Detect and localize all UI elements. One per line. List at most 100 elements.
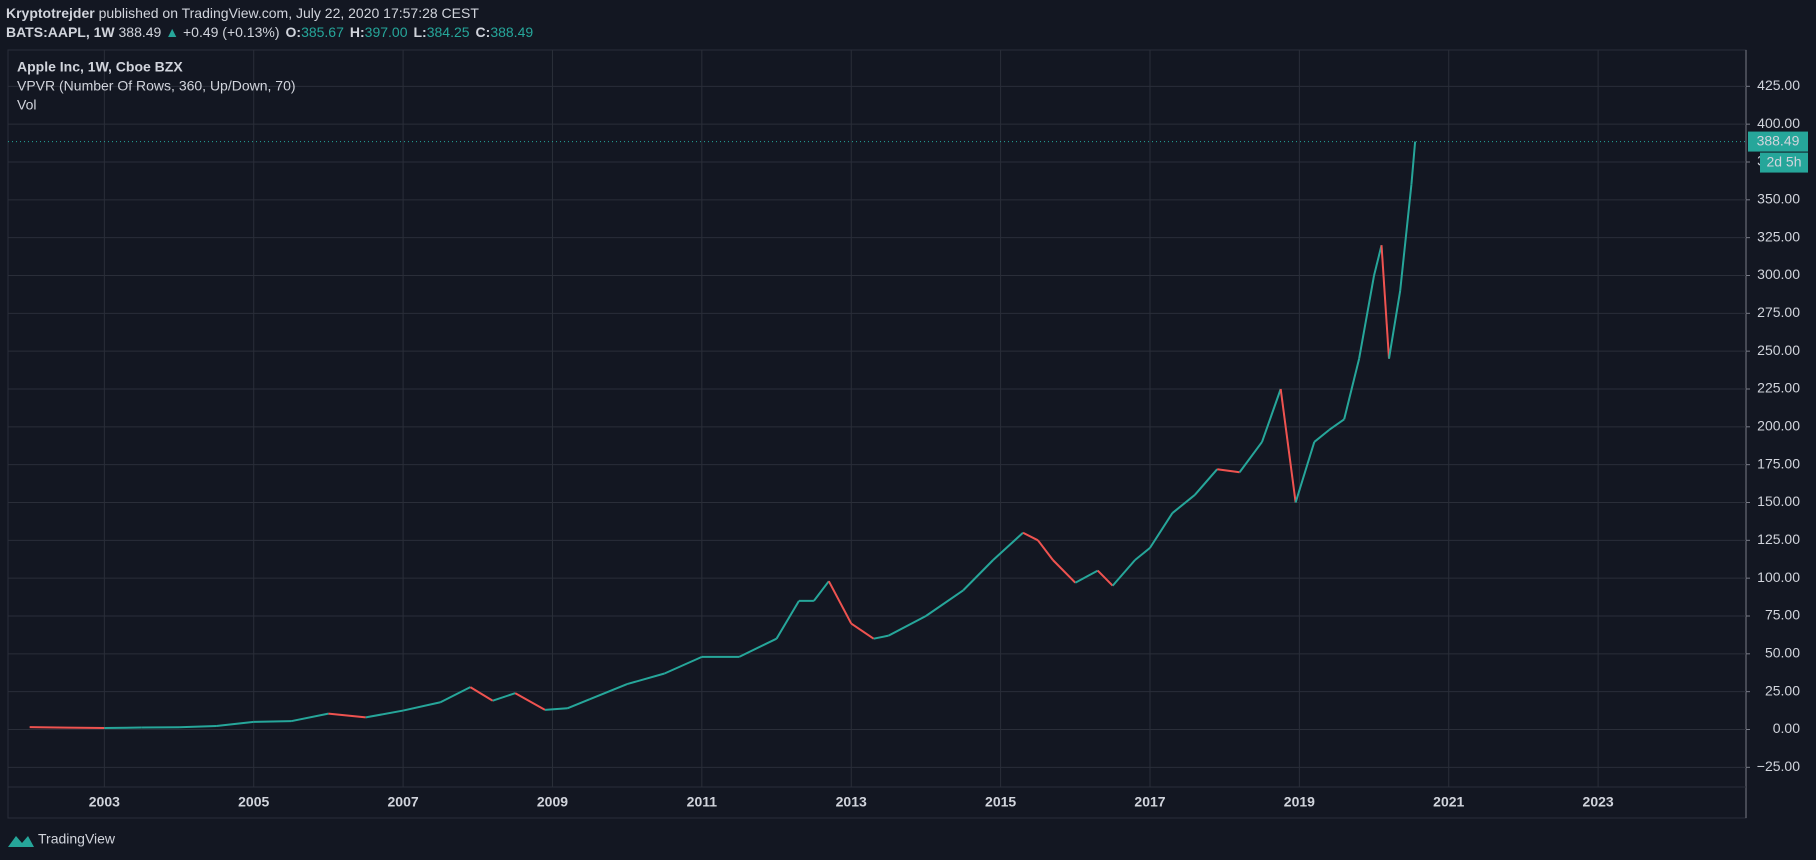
y-tick-label: 250.00 bbox=[1757, 342, 1800, 358]
y-tick-label: 400.00 bbox=[1757, 115, 1800, 131]
price-segment bbox=[179, 725, 217, 729]
y-tick-label: 100.00 bbox=[1757, 569, 1800, 585]
ohlc: O:385.67 H:397.00 L:384.25 C:388.49 bbox=[286, 24, 534, 40]
price-segment bbox=[1399, 184, 1413, 291]
plot bbox=[8, 141, 1746, 729]
x-tick-label: 2019 bbox=[1284, 794, 1315, 810]
price-segment bbox=[439, 686, 471, 704]
price-segment bbox=[1328, 418, 1345, 431]
price-segment bbox=[992, 532, 1024, 561]
price-segment bbox=[1022, 531, 1039, 542]
price-segment bbox=[1313, 429, 1330, 443]
price-segment bbox=[290, 712, 329, 723]
x-tick-label: 2021 bbox=[1433, 794, 1464, 810]
change: +0.49 (+0.13%) bbox=[183, 24, 280, 40]
ohlc-value: 388.49 bbox=[490, 24, 533, 40]
y-tick-label: 150.00 bbox=[1757, 493, 1800, 509]
ohlc-label: H: bbox=[350, 24, 365, 40]
y-tick-label: 350.00 bbox=[1757, 191, 1800, 207]
price-segment bbox=[813, 580, 830, 602]
ohlc-label: O: bbox=[286, 24, 302, 40]
price-segment bbox=[738, 637, 777, 658]
last-price-box bbox=[1748, 131, 1808, 152]
last: 388.49 bbox=[119, 24, 162, 40]
x-tick-label: 2013 bbox=[836, 794, 867, 810]
ohlc-value: 397.00 bbox=[365, 24, 408, 40]
price-segment bbox=[775, 600, 800, 640]
price-segment bbox=[850, 622, 875, 640]
x-tick-label: 2007 bbox=[388, 794, 419, 810]
y-tick-label: 300.00 bbox=[1757, 266, 1800, 282]
x-tick-label: 2005 bbox=[238, 794, 269, 810]
y-tick-label: 125.00 bbox=[1757, 531, 1800, 547]
price-segment bbox=[1380, 245, 1390, 359]
price-segment bbox=[1238, 441, 1263, 473]
legend-title: Apple Inc, 1W, Cboe BZX bbox=[17, 59, 183, 75]
price-segment bbox=[589, 683, 628, 701]
price-segment bbox=[1294, 441, 1316, 503]
ohlc-value: 385.67 bbox=[301, 24, 344, 40]
price-segment bbox=[216, 720, 254, 728]
price-segment bbox=[827, 580, 853, 625]
price-segment bbox=[253, 720, 292, 723]
x-tick-label: 2011 bbox=[687, 794, 718, 810]
y-tick-label: 50.00 bbox=[1765, 645, 1800, 661]
y-tick-label: 25.00 bbox=[1765, 682, 1800, 698]
ohlc-label: L: bbox=[414, 24, 427, 40]
price-segment bbox=[925, 589, 964, 617]
y-tick-label: 425.00 bbox=[1757, 77, 1800, 93]
price-segment bbox=[1194, 468, 1218, 496]
price-segment bbox=[1037, 539, 1054, 561]
price-segment bbox=[544, 707, 568, 711]
symbol-line: BATS:AAPL, 1W 388.49 ▲ +0.49 (+0.13%) O:3… bbox=[6, 24, 533, 40]
brand: TradingView bbox=[38, 831, 116, 847]
last-price-label: 388.49 bbox=[1757, 132, 1800, 148]
author: Kryptotrejder bbox=[6, 5, 95, 21]
price-segment bbox=[365, 709, 404, 719]
legend-vol: Vol bbox=[17, 97, 36, 113]
price-segment bbox=[1149, 512, 1174, 549]
price-segment bbox=[1217, 468, 1240, 474]
countdown-box bbox=[1760, 152, 1808, 173]
price-segment bbox=[1388, 290, 1402, 359]
price-segment bbox=[1111, 559, 1136, 587]
x-tick-label: 2009 bbox=[537, 794, 568, 810]
ohlc-label: C: bbox=[476, 24, 491, 40]
x-tick-label: 2017 bbox=[1134, 794, 1165, 810]
logo-icon bbox=[8, 836, 34, 847]
legend-vpvr: VPVR (Number Of Rows, 360, Up/Down, 70) bbox=[17, 78, 296, 94]
x-tick-label: 2023 bbox=[1583, 794, 1614, 810]
y-tick-label: 175.00 bbox=[1757, 455, 1800, 471]
price-segment bbox=[492, 692, 516, 702]
price-segment bbox=[962, 559, 994, 591]
ohlc-value: 384.25 bbox=[427, 24, 470, 40]
price-segment bbox=[328, 712, 366, 719]
x-tick-label: 2015 bbox=[985, 794, 1016, 810]
price-segment bbox=[1134, 547, 1151, 561]
symbol: BATS:AAPL, 1W bbox=[6, 24, 115, 40]
price-segment bbox=[469, 686, 494, 702]
price-segment bbox=[664, 655, 703, 675]
price-segment bbox=[1074, 569, 1099, 584]
price-segment bbox=[1171, 494, 1196, 514]
price-segment bbox=[888, 615, 927, 637]
y-tick-label: −25.00 bbox=[1757, 758, 1800, 774]
y-tick-label: 0.00 bbox=[1773, 720, 1800, 736]
price-segment bbox=[402, 701, 441, 712]
y-tick-label: 225.00 bbox=[1757, 380, 1800, 396]
price-segment bbox=[1052, 559, 1077, 584]
countdown-label: 2d 5h bbox=[1766, 153, 1801, 169]
published: published on TradingView.com, July 22, 2… bbox=[99, 5, 480, 21]
price-segment bbox=[1358, 275, 1376, 359]
price-segment bbox=[514, 692, 546, 711]
price-segment bbox=[1279, 388, 1297, 503]
logo: TradingView bbox=[8, 831, 116, 847]
price-segment bbox=[1373, 244, 1383, 276]
y-tick-label: 275.00 bbox=[1757, 304, 1800, 320]
price-segment bbox=[29, 726, 68, 729]
y-tick-label: 325.00 bbox=[1757, 228, 1800, 244]
price-segment bbox=[1410, 141, 1417, 185]
price-segment bbox=[1096, 569, 1114, 587]
